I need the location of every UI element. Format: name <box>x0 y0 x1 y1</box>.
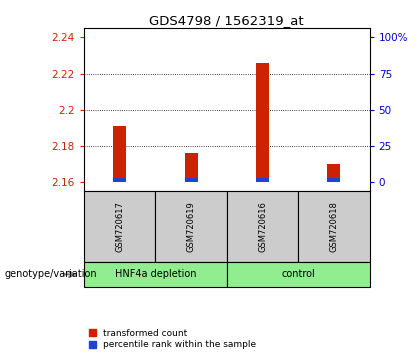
FancyBboxPatch shape <box>84 191 155 262</box>
Title: GDS4798 / 1562319_at: GDS4798 / 1562319_at <box>150 14 304 27</box>
Text: GSM720616: GSM720616 <box>258 201 267 252</box>
Bar <box>328 178 340 182</box>
FancyBboxPatch shape <box>298 191 370 262</box>
FancyBboxPatch shape <box>155 191 227 262</box>
Text: control: control <box>281 269 315 279</box>
Bar <box>256 178 269 182</box>
Bar <box>256 63 269 182</box>
Bar <box>113 126 126 182</box>
Bar <box>185 153 197 182</box>
FancyBboxPatch shape <box>84 262 227 287</box>
FancyBboxPatch shape <box>227 262 370 287</box>
Legend: transformed count, percentile rank within the sample: transformed count, percentile rank withi… <box>89 329 256 349</box>
Bar <box>113 178 126 182</box>
Text: GSM720617: GSM720617 <box>115 201 124 252</box>
Text: genotype/variation: genotype/variation <box>4 269 97 279</box>
Bar <box>328 164 340 182</box>
FancyBboxPatch shape <box>227 191 298 262</box>
Text: HNF4a depletion: HNF4a depletion <box>115 269 196 279</box>
Text: GSM720619: GSM720619 <box>186 201 196 252</box>
Bar <box>185 178 197 182</box>
Text: GSM720618: GSM720618 <box>329 201 339 252</box>
